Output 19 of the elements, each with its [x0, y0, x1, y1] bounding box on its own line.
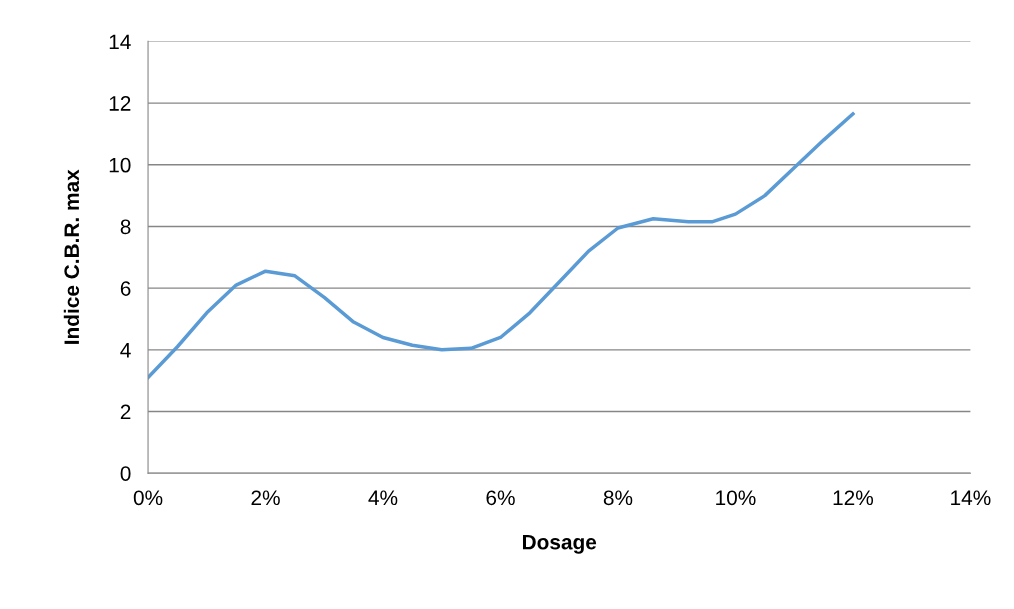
y-tick-label: 6	[120, 281, 131, 296]
x-axis-title: Dosage	[522, 534, 597, 554]
line-series	[148, 112, 855, 380]
y-tick-label: 14	[109, 34, 131, 49]
x-tick-label: 6%	[486, 490, 515, 506]
y-tick-label: 12	[109, 96, 131, 111]
x-tick-label: 8%	[603, 490, 633, 506]
x-tick-label: 0%	[133, 490, 163, 506]
x-tick-label: 12%	[833, 490, 874, 506]
y-tick-label: 2	[120, 404, 131, 420]
y-tick-label: 4	[120, 343, 131, 358]
x-tick-label: 14%	[951, 490, 991, 506]
y-axis-title: Indice C.B.R. max	[63, 169, 80, 344]
y-tick-label: 8	[120, 219, 131, 235]
x-tick-label: 10%	[716, 490, 756, 506]
x-tick-label: 2%	[251, 490, 280, 506]
x-tick-label: 4%	[368, 490, 398, 506]
y-tick-label: 0	[120, 466, 131, 481]
y-tick-label: 10	[109, 157, 131, 173]
